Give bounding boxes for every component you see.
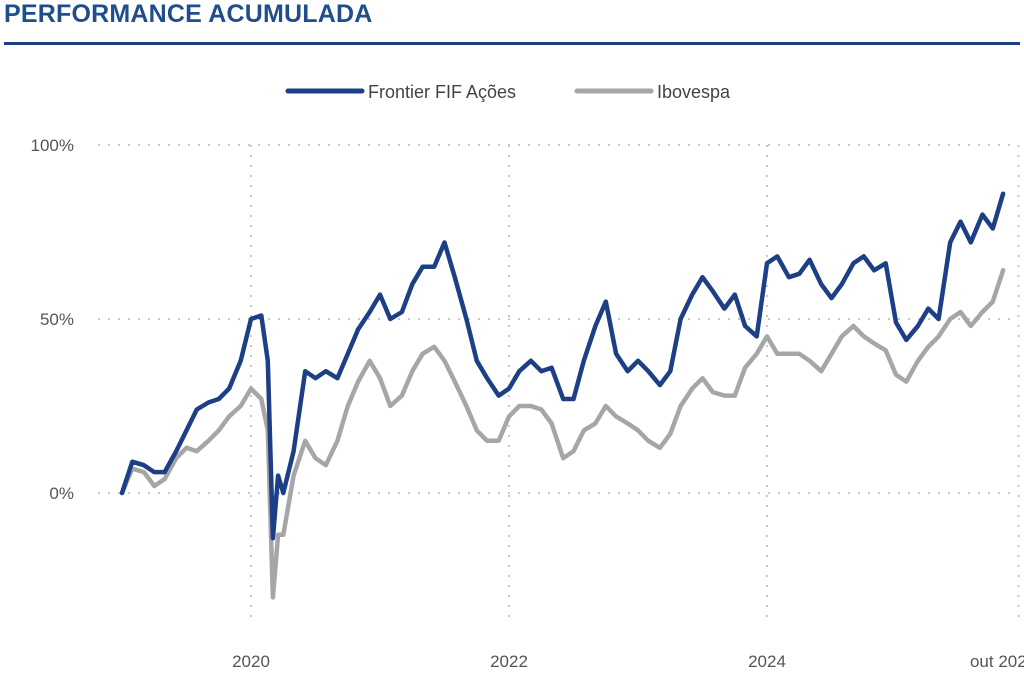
tick-layer: 0% 50% 100% 2020 2022 2024 out 2025 <box>31 136 1024 671</box>
y-tick-label-2: 100% <box>31 136 74 155</box>
legend-label-0: Frontier FIF Ações <box>368 82 516 102</box>
y-tick-label-1: 50% <box>40 310 74 329</box>
legend: Frontier FIF Ações Ibovespa <box>285 82 731 102</box>
series-line-0 <box>119 191 1006 541</box>
x-tick-label-3: out 2025 <box>970 652 1024 671</box>
x-tick-label-1: 2022 <box>490 652 528 671</box>
y-tick-label-0: 0% <box>49 484 74 503</box>
x-tick-label-2: 2024 <box>748 652 786 671</box>
title-underline <box>4 42 1020 45</box>
series-layer <box>119 191 1006 600</box>
page-title: PERFORMANCE ACUMULADA <box>4 0 373 28</box>
legend-label-1: Ibovespa <box>657 82 731 102</box>
x-tick-label-0: 2020 <box>232 652 270 671</box>
